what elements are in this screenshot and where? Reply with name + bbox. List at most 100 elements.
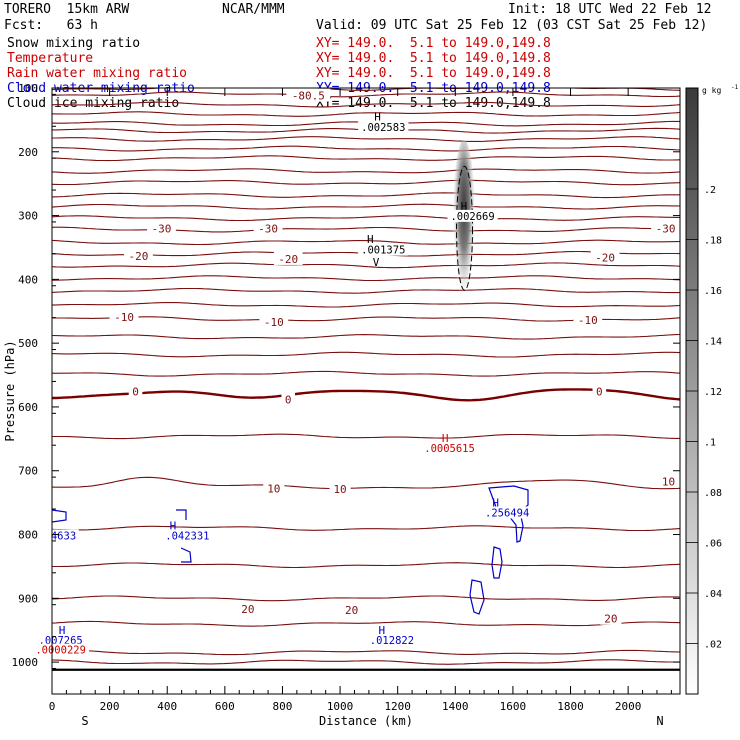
x-tick-label: 800 (273, 700, 293, 713)
temperature-contour-line (52, 145, 680, 152)
temperature-label: -30 (258, 222, 278, 235)
max-value-label: .001375 (361, 245, 405, 257)
temperature-label: -10 (114, 311, 134, 324)
max-marker: H (59, 624, 66, 637)
colorbar-tick-label: .1 (704, 438, 716, 449)
x-axis-title: Distance (km) (319, 714, 413, 728)
x-tick-label: 1400 (442, 700, 469, 713)
max-value-bg (421, 442, 478, 455)
x-tick-label: 200 (100, 700, 120, 713)
init-time: Init: 18 UTC Wed 22 Feb 12 (508, 2, 712, 17)
temperature-contour-line (52, 649, 680, 656)
y-tick-label: 600 (18, 401, 38, 414)
cloud-water-contour (52, 509, 67, 523)
max-value-label: .256494 (485, 507, 529, 519)
forecast-hour: Fcst: 63 h (4, 18, 98, 33)
temperature-label-bg (651, 221, 680, 235)
temperature-label-bg (281, 392, 296, 406)
temperature-contour-line (52, 168, 680, 174)
temperature-label: 20 (604, 613, 617, 626)
cloud-water-contour (176, 509, 187, 520)
colorbar-tick-label: .14 (704, 337, 722, 348)
temperature-label: -10 (264, 316, 284, 329)
temperature-label-bg (109, 310, 139, 324)
temperature-contours (52, 88, 680, 665)
temperature-label: 0 (596, 386, 603, 399)
max-value-bg (358, 121, 409, 134)
temperature-contour-line (52, 370, 680, 377)
temperature-label-bg (600, 611, 622, 625)
temperature-contour-line (52, 136, 680, 142)
temperature-contour-line (52, 388, 680, 402)
max-value-bg (35, 634, 86, 647)
y-tick-label: 1000 (12, 656, 39, 669)
cloud-ice-contour (456, 165, 474, 291)
max-value-bg (48, 529, 79, 542)
temperature-label-bg (590, 250, 620, 264)
temperature-labels: -80.5 -30 -30 -30 -20 -20 -20 -10 -10 -10 0 0 0 10 10 1… (109, 88, 680, 626)
temperature-contour-line (52, 275, 680, 282)
temperature-contour-line (52, 179, 680, 186)
temperature-contour-line (52, 101, 680, 108)
y-tick-label: 800 (18, 529, 38, 542)
temperature-label: -30 (656, 222, 676, 235)
colorbar-units-exponent: -1 (731, 84, 739, 91)
max-marker: H (170, 520, 177, 533)
temperature-label: -20 (128, 250, 148, 263)
max-value-label: .012822 (370, 635, 414, 647)
max-value-bg (482, 506, 533, 519)
max-value-bg (162, 529, 213, 542)
field-snow: Snow mixing ratio (7, 36, 141, 51)
max-value-label: .002583 (361, 122, 405, 134)
y-tick-label: 300 (18, 210, 38, 223)
temperature-label-bg (263, 481, 285, 495)
temperature-contour-line (52, 192, 680, 199)
temperature-label: -80.5 (292, 90, 325, 103)
max-value-bg (447, 209, 498, 222)
temperature-contour-line (52, 226, 680, 233)
plot-frame (51, 87, 681, 695)
temperature-label-bg (237, 602, 259, 616)
x-tick-label: 1600 (500, 700, 527, 713)
max-marker: H (492, 497, 499, 510)
temperature-contour-line (52, 111, 680, 117)
x-tick-label: 600 (215, 700, 235, 713)
max-marker: V (373, 256, 380, 269)
y-tick-label: 700 (18, 465, 38, 478)
x-tick-label: 1800 (557, 700, 584, 713)
y-tick-label: 900 (18, 592, 38, 605)
x-tick-label: 1200 (384, 700, 411, 713)
temperature-contour-line (52, 620, 680, 627)
south-label: S (81, 714, 88, 728)
temperature-contour-line (52, 333, 680, 340)
snow-max-region (451, 139, 476, 330)
temperature-contour-line (52, 595, 680, 602)
y-tick-label: 400 (18, 273, 38, 286)
field-temperature: Temperature (7, 51, 94, 66)
temperature-contour-line (52, 433, 680, 440)
max-value-label: .0000229 (35, 645, 86, 657)
temperature-contour-line (52, 525, 680, 532)
org-label: NCAR/MMM (222, 2, 285, 17)
temperature-contour-line (52, 239, 680, 246)
colorbar-tick-label: .04 (704, 589, 722, 600)
max-value-label: .0005615 (424, 443, 475, 455)
temperature-contour-line (52, 262, 680, 269)
temperature-label-bg (329, 482, 351, 496)
field-snow-xy: XY= 149.0. 5.1 to 149.0,149.8 (316, 36, 551, 51)
max-marker: H (367, 233, 374, 246)
temperature-label: 10 (662, 476, 675, 489)
temperature-label: 20 (345, 604, 358, 617)
max-value-label: .042331 (165, 530, 209, 542)
field-temperature-xy: XY= 149.0. 5.1 to 149.0,149.8 (316, 51, 551, 66)
temperature-label: 0 (132, 386, 139, 399)
max-marker: H (374, 111, 381, 124)
max-value-bg (32, 643, 90, 656)
colorbar-tick-label: .06 (704, 539, 722, 550)
temperature-label: 10 (267, 483, 280, 496)
temperature-contour-line (52, 203, 680, 210)
x-tick-label: 2000 (615, 700, 642, 713)
y-tick-label: 500 (18, 337, 38, 350)
temperature-label: -30 (152, 222, 172, 235)
